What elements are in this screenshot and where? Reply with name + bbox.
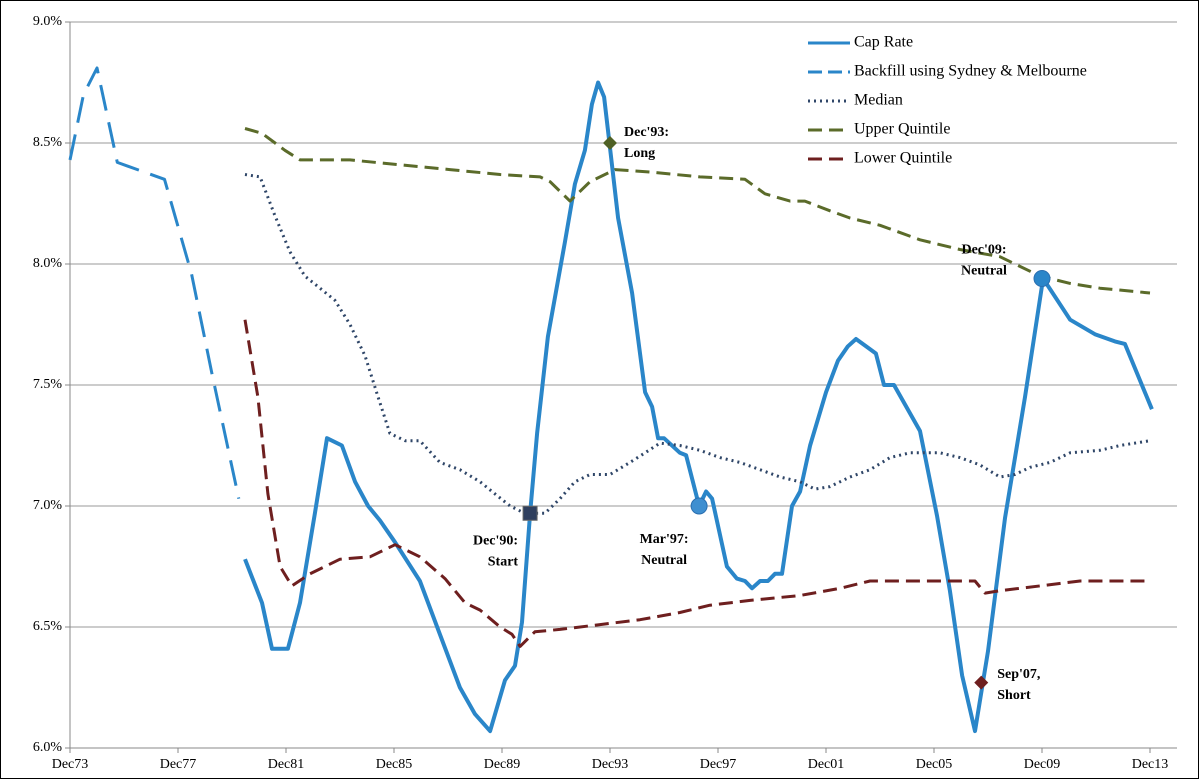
legend: Cap Rate Backfill using Sydney & Melbourn… — [808, 34, 1087, 167]
y-tick-label: 7.5% — [33, 377, 63, 392]
series-line — [244, 173, 1151, 515]
annotation-label: Long — [624, 146, 655, 161]
series-line — [244, 127, 1151, 295]
annotation-label: Sep'07, — [997, 667, 1040, 682]
x-tick-label: Dec77 — [160, 757, 197, 772]
marker — [974, 675, 989, 690]
x-tick-label: Dec73 — [52, 757, 89, 772]
marker — [603, 136, 617, 150]
x-tick-label: Dec81 — [268, 757, 305, 772]
series-line — [243, 80, 1154, 734]
y-tick-label: 6.0% — [33, 740, 63, 755]
x-tick-label: Dec01 — [808, 757, 845, 772]
x-tick-label: Dec09 — [1024, 757, 1061, 772]
annotation-label: Start — [488, 554, 519, 569]
x-tick-label: Dec89 — [484, 757, 521, 772]
legend-label: Lower Quintile — [854, 150, 952, 167]
annotation-label: Neutral — [641, 553, 687, 568]
y-tick-label: 9.0% — [33, 14, 63, 29]
annotation-label: Dec'90: — [473, 533, 518, 548]
x-tick-label: Dec85 — [376, 757, 413, 772]
annotation-label: Mar'97: — [640, 532, 689, 547]
legend-label: Backfill using Sydney & Melbourne — [854, 63, 1087, 80]
annotation-label: Dec'09: — [961, 243, 1006, 258]
series-line — [243, 319, 1150, 648]
y-tick-label: 8.0% — [33, 256, 63, 271]
annotation-label: Short — [997, 688, 1031, 703]
x-tick-label: Dec93 — [592, 757, 629, 772]
legend-label: Cap Rate — [854, 34, 913, 51]
x-tick-label: Dec05 — [916, 757, 953, 772]
x-tick-label: Dec97 — [700, 757, 737, 772]
legend-label: Median — [854, 92, 903, 109]
y-tick-label: 7.0% — [33, 498, 63, 513]
annotation-label: Dec'93: — [624, 125, 669, 140]
x-tick-label: Dec13 — [1132, 757, 1169, 772]
marker — [1033, 270, 1051, 288]
legend-label: Upper Quintile — [854, 121, 950, 138]
y-tick-label: 8.5% — [33, 135, 63, 150]
y-tick-label: 6.5% — [33, 619, 63, 634]
marker — [522, 505, 538, 521]
series-line — [68, 66, 241, 500]
marker — [690, 497, 708, 515]
annotation-label: Neutral — [961, 264, 1007, 279]
